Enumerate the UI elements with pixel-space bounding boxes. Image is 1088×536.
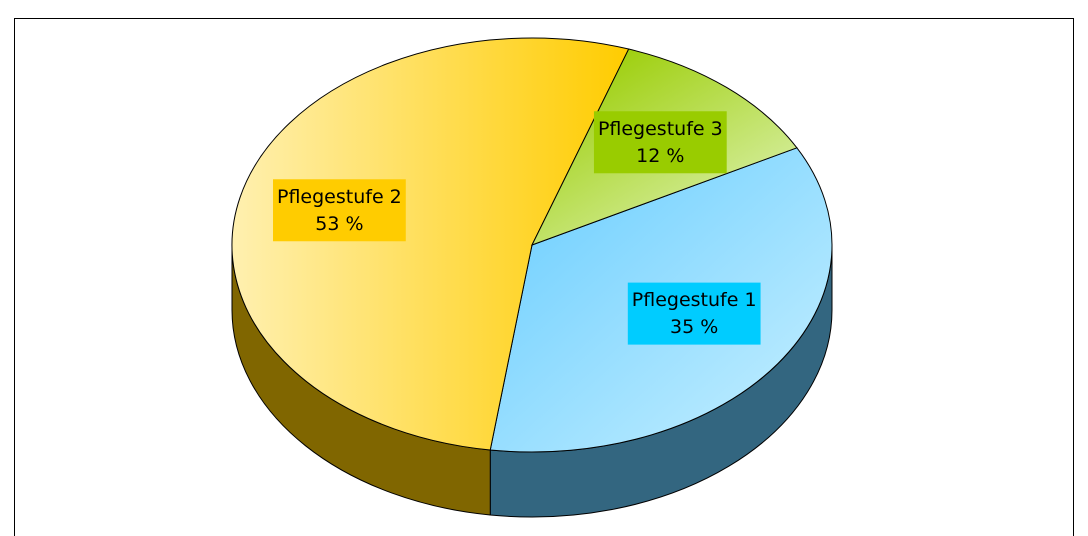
label-box bbox=[593, 111, 727, 174]
slice-label: Pflegestufe 1 bbox=[632, 289, 757, 311]
value-label: 12 % bbox=[636, 145, 684, 167]
slice-label: Pflegestufe 3 bbox=[598, 118, 723, 140]
slice bbox=[231, 37, 630, 451]
value-label: 53 % bbox=[315, 213, 363, 235]
slice-label: Pflegestufe 2 bbox=[277, 186, 402, 208]
value-label: 35 % bbox=[670, 316, 718, 338]
label-box bbox=[273, 179, 406, 242]
label-box bbox=[627, 282, 761, 345]
